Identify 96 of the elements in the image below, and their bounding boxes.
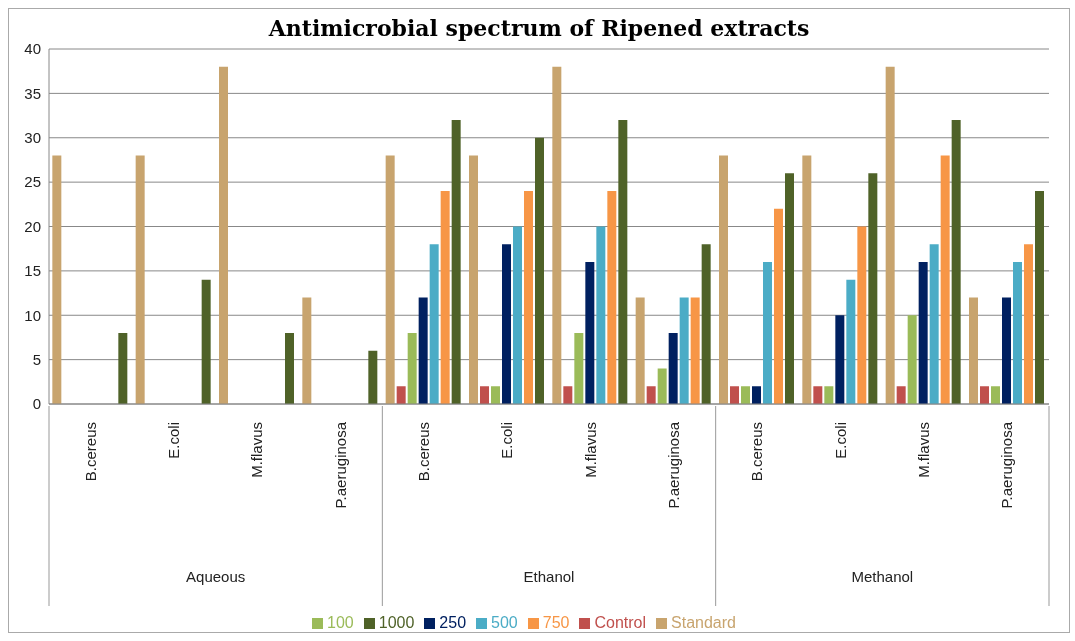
bar (763, 262, 772, 404)
bar (940, 155, 950, 404)
legend-label: Standard (671, 614, 736, 631)
x-tick-label: B.cereus (415, 422, 432, 482)
bar (679, 297, 689, 404)
x-tick-label: M.flavus (915, 422, 932, 478)
bar (980, 386, 989, 404)
bar (368, 350, 378, 404)
x-tick-label: M.flavus (581, 422, 599, 478)
bar (868, 173, 878, 404)
bar (1013, 262, 1022, 404)
legend-label: 250 (439, 614, 467, 631)
y-tick-label: 40 (24, 40, 41, 58)
y-tick-label: 25 (24, 173, 41, 191)
legend-label: 750 (542, 614, 570, 631)
y-tick-label: 35 (24, 84, 41, 102)
bar (846, 279, 856, 404)
y-tick-label: 20 (24, 217, 41, 235)
bar (285, 333, 294, 404)
x-tick-label: E.coli (165, 422, 182, 459)
y-tick-label: 30 (24, 129, 41, 147)
bar (429, 244, 439, 404)
x-tick-label: M.flavus (248, 422, 266, 478)
bar (635, 297, 645, 404)
bar (201, 279, 211, 404)
bar (991, 386, 1000, 404)
bar (1035, 191, 1044, 404)
bar (690, 297, 700, 404)
bar (385, 155, 395, 404)
bar (469, 155, 478, 404)
bar (857, 226, 867, 404)
y-tick-label: 0 (32, 395, 41, 413)
bar (596, 226, 606, 404)
y-tick-label: 15 (24, 262, 41, 280)
bar (907, 315, 917, 404)
x-tick-label: E.coli (831, 422, 849, 459)
bar (585, 262, 595, 404)
text: Methanol (851, 568, 914, 585)
bar (451, 120, 461, 404)
bar (407, 333, 417, 404)
y-tick-label: 5 (32, 350, 41, 368)
bar (752, 386, 761, 404)
bar (741, 386, 750, 404)
bar (719, 155, 728, 404)
bar (918, 262, 928, 404)
x-tick-label: P.aeruginosa (665, 421, 682, 509)
bar (896, 386, 906, 404)
legend-label: 500 (491, 614, 518, 631)
x-tick-label: B.cereus (748, 422, 766, 482)
bar (657, 368, 667, 404)
text: Aqueous (186, 568, 246, 585)
bar (552, 66, 562, 404)
bar (929, 244, 939, 404)
bar (491, 386, 500, 404)
bar (563, 386, 573, 404)
x-tick-label: P.aeruginosa (331, 421, 349, 509)
bar (302, 297, 312, 404)
bar (824, 386, 834, 404)
bar (969, 297, 978, 404)
legend-label: 100 (327, 614, 354, 631)
bar (951, 120, 961, 404)
bar (774, 208, 783, 404)
bar (524, 191, 533, 404)
bar (52, 155, 62, 404)
bar (668, 333, 678, 404)
bar (618, 120, 628, 404)
y-tick-label: 10 (24, 306, 41, 324)
legend-label: Control (594, 614, 647, 631)
bar (135, 155, 145, 404)
bar (118, 333, 128, 404)
bar (730, 386, 739, 404)
x-tick-label: P.aeruginosa (998, 421, 1016, 509)
bar (418, 297, 428, 404)
text: Ethanol (523, 568, 575, 585)
bar (802, 155, 812, 404)
bar (480, 386, 489, 404)
bar (701, 244, 711, 404)
bar (885, 66, 895, 404)
bar (835, 315, 845, 404)
bar (646, 386, 656, 404)
bar (607, 191, 617, 404)
bar (785, 173, 794, 404)
bar (813, 386, 823, 404)
bar (396, 386, 406, 404)
legend-label: 1000 (378, 614, 415, 631)
x-tick-label: E.coli (498, 422, 516, 459)
chart-title: Antimicrobial spectrum of Ripened extracts (267, 15, 811, 41)
x-tick-label: B.cereus (81, 422, 99, 482)
bar (1002, 297, 1011, 404)
bar (535, 137, 544, 404)
bar (219, 66, 228, 404)
bar (502, 244, 511, 404)
bar (574, 333, 584, 404)
bar (440, 191, 450, 404)
bar (513, 226, 522, 404)
bar (1024, 244, 1033, 404)
